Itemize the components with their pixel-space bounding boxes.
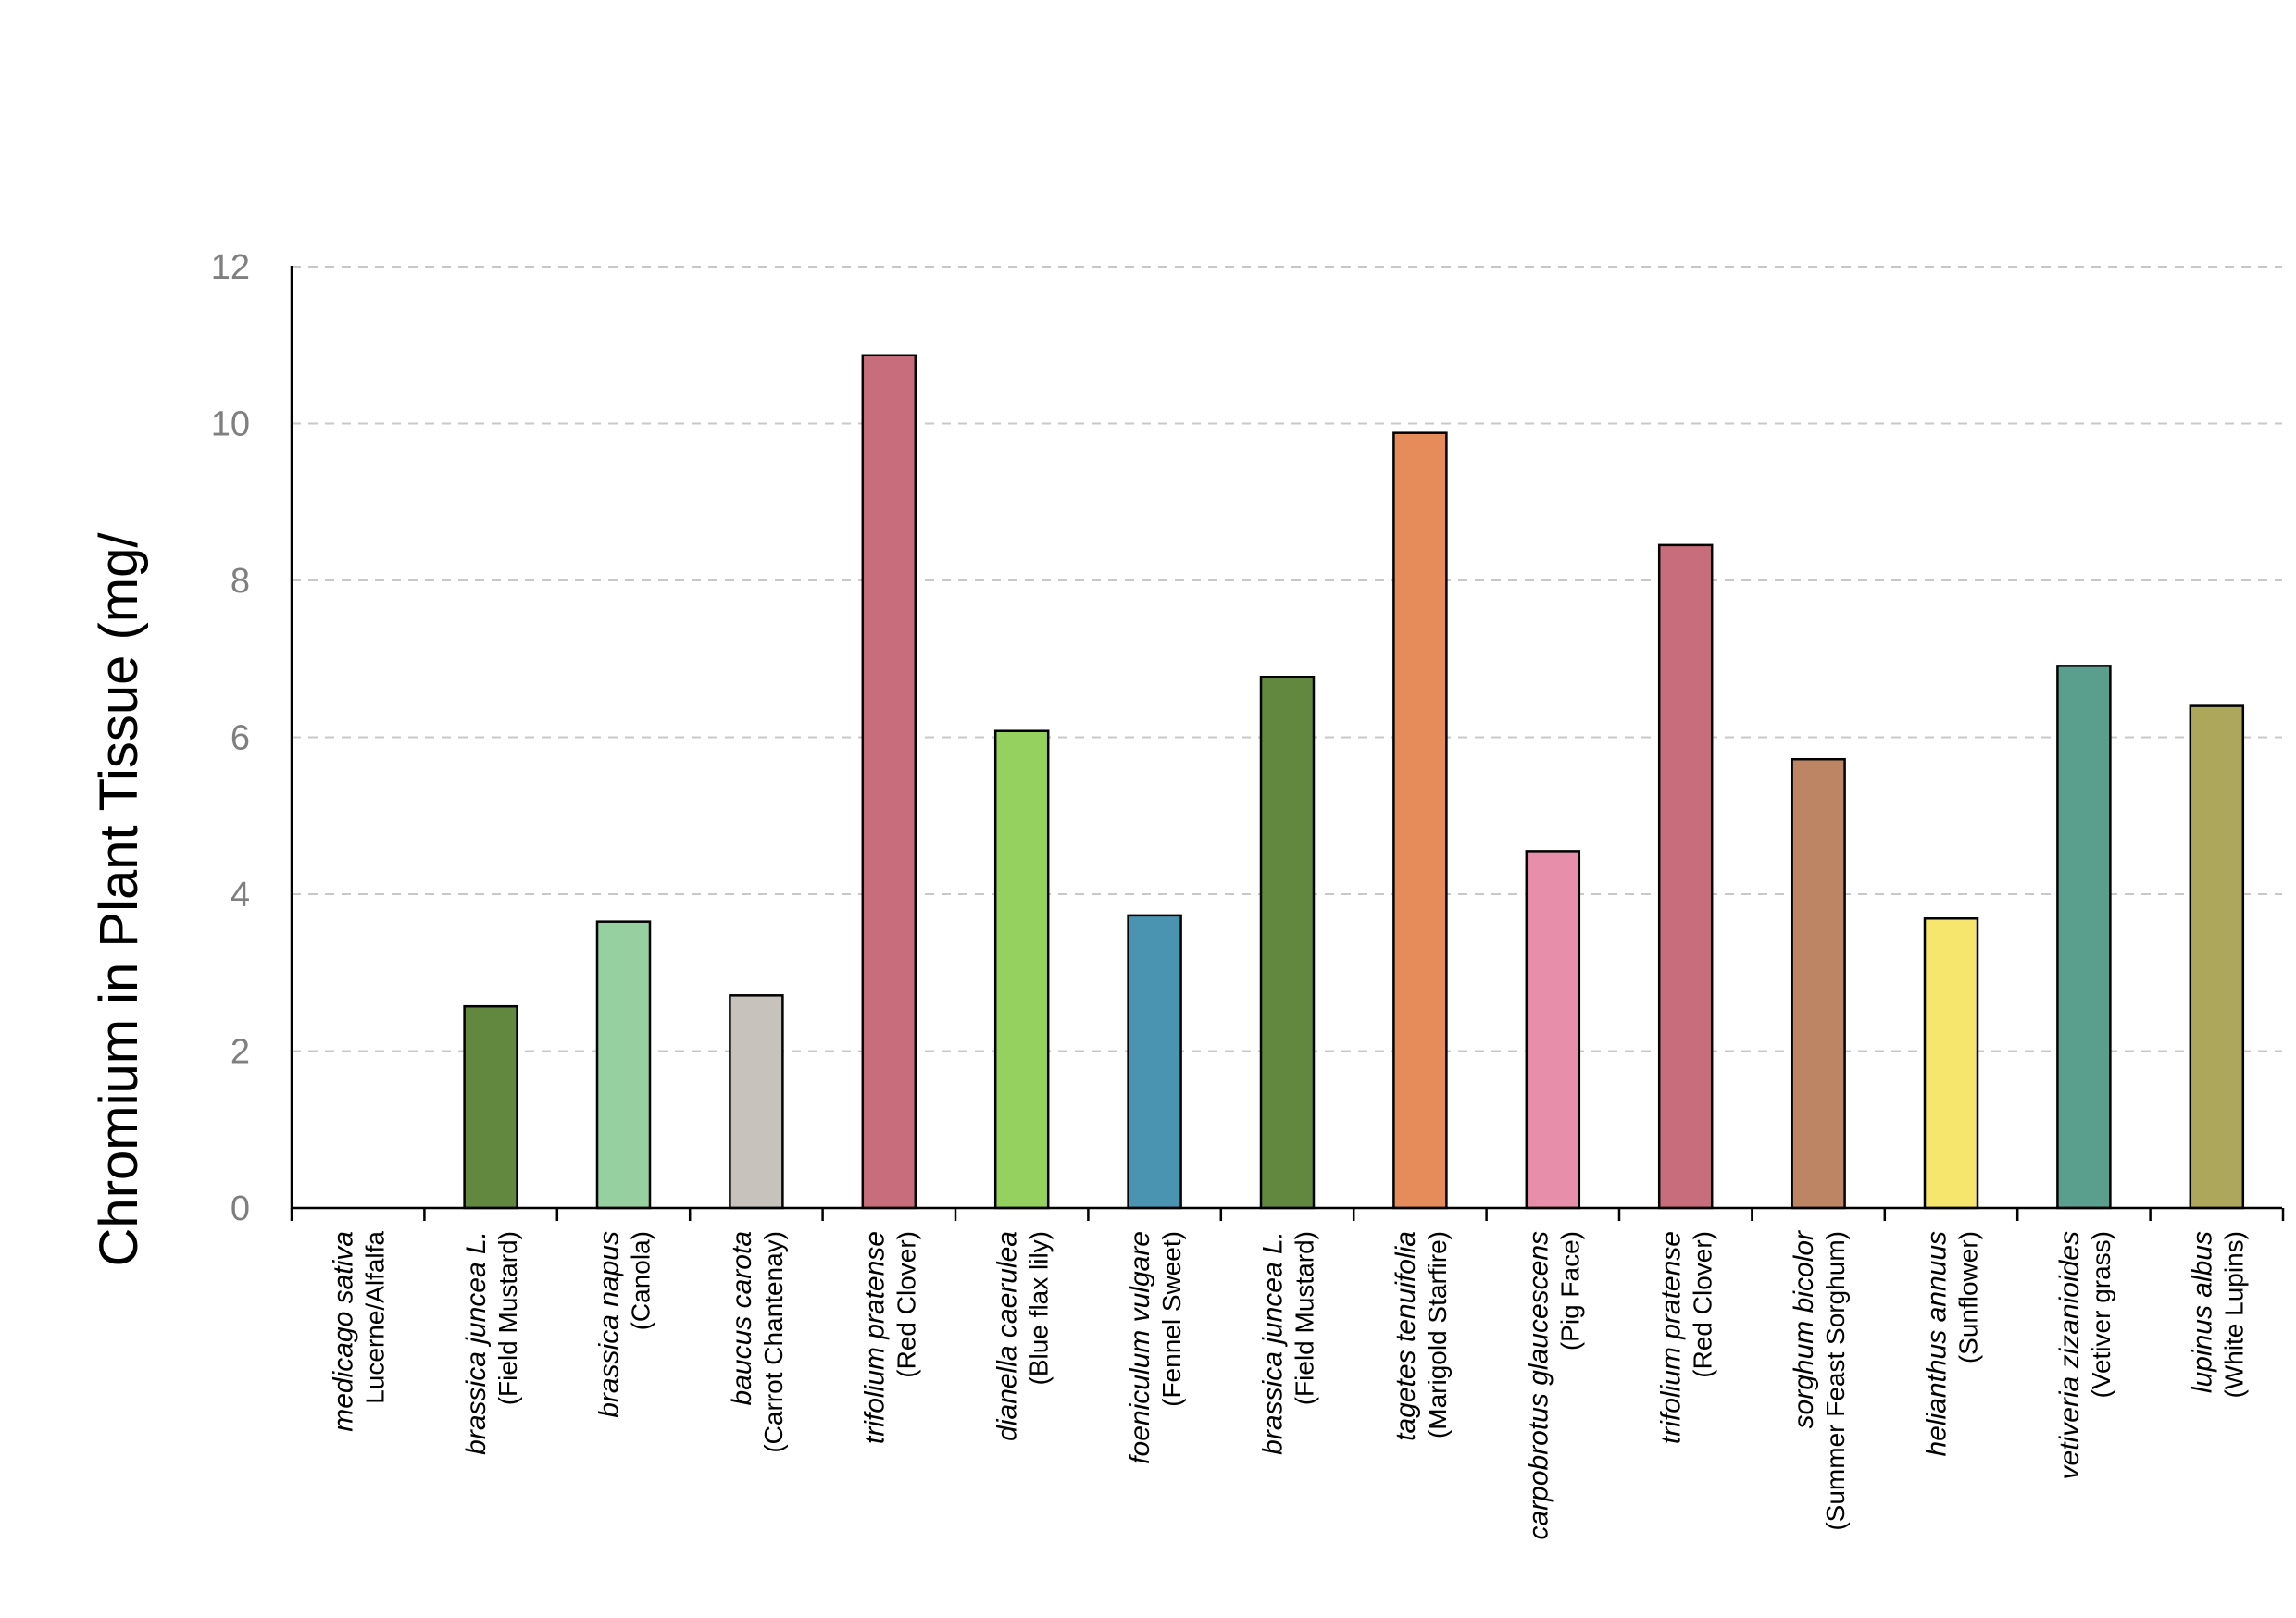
bar xyxy=(1923,917,1979,1210)
category-scientific-name: medicago sativa xyxy=(329,1231,359,1432)
x-category-label: trifolium pratense (Red Clover) xyxy=(1656,1231,1717,1444)
category-common-name: (Summer Feast Sorghum) xyxy=(1821,1231,1850,1531)
x-category-label: tagetes tenuifolia (Marigold Starfire) xyxy=(1391,1231,1452,1441)
category-scientific-name: dianella caerulea xyxy=(992,1231,1023,1441)
x-category-label: trifolium pratense (Red Clover) xyxy=(859,1231,920,1444)
category-scientific-name: baucus carota xyxy=(727,1231,757,1405)
category-scientific-name: brassica napus xyxy=(594,1231,625,1418)
category-common-name: Lucerne/Alfalfa xyxy=(361,1231,390,1404)
x-category-label: brassica napus (Canola) xyxy=(594,1231,655,1418)
category-scientific-name: brassica juncea L. xyxy=(1258,1231,1289,1455)
category-common-name: (Field Mustard) xyxy=(1291,1231,1319,1405)
category-scientific-name: foeniculum vulgare xyxy=(1125,1231,1155,1464)
category-common-name: (Sunflower) xyxy=(1954,1231,1983,1363)
category-common-name: (Red Clover) xyxy=(1689,1231,1717,1378)
category-common-name: (Marigold Starfire) xyxy=(1423,1231,1452,1438)
category-common-name: (Blue flax lily) xyxy=(1025,1231,1054,1385)
category-scientific-name: carpobrotus glaucescens xyxy=(1523,1231,1554,1540)
y-axis-title: Chromium in Plant Tissue (mg/ xyxy=(89,532,149,1267)
bar xyxy=(463,1004,518,1210)
bar xyxy=(2056,665,2112,1210)
category-common-name: (Canola) xyxy=(627,1231,655,1330)
bar xyxy=(1657,543,1714,1210)
category-common-name: (White Lupins) xyxy=(2219,1231,2248,1399)
x-category-label: dianella caerulea (Blue flax lily) xyxy=(992,1231,1054,1441)
category-scientific-name: tagetes tenuifolia xyxy=(1391,1231,1421,1441)
category-scientific-name: trifolium pratense xyxy=(1656,1231,1687,1444)
category-common-name: (Field Mustard) xyxy=(493,1231,522,1405)
category-common-name: (Fennel Sweet) xyxy=(1157,1231,1186,1407)
x-category-label: brassica juncea L. (Field Mustard) xyxy=(461,1231,522,1455)
x-category-label: helianthus annuus (Sunflower) xyxy=(1922,1231,1983,1457)
x-category-label: brassica juncea L. (Field Mustard) xyxy=(1258,1231,1319,1455)
bar xyxy=(1259,675,1316,1210)
bar xyxy=(1525,850,1581,1210)
y-tick-label: 12 xyxy=(211,248,250,287)
category-scientific-name: sorghum bicolor xyxy=(1789,1230,1819,1428)
bar xyxy=(1392,431,1448,1210)
bar xyxy=(729,994,784,1210)
category-scientific-name: vetiveria zizanioides xyxy=(2054,1231,2085,1479)
bar xyxy=(1127,914,1182,1210)
y-tick-label: 10 xyxy=(211,405,250,444)
category-scientific-name: trifolium pratense xyxy=(859,1231,890,1444)
bar xyxy=(1791,757,1846,1210)
category-scientific-name: helianthus annuus xyxy=(1922,1231,1953,1457)
y-tick-label: 2 xyxy=(231,1033,250,1072)
category-common-name: (Red Clover) xyxy=(892,1231,920,1378)
x-category-label: baucus carota (Carrot Chantenay) xyxy=(727,1231,788,1453)
x-category-label: lupinus albus (White Lupins) xyxy=(2187,1231,2248,1399)
bar xyxy=(595,920,652,1210)
y-axis-ticks: 0 2 4 6 8 10 12 xyxy=(211,248,250,1228)
bar xyxy=(2189,704,2245,1210)
category-common-name: (Vetiver grass) xyxy=(2087,1231,2115,1399)
category-scientific-name: brassica juncea L. xyxy=(461,1231,492,1455)
bars xyxy=(463,354,2245,1210)
y-tick-label: 4 xyxy=(231,876,250,915)
x-axis-labels: medicago sativa Lucerne/Alfalfa brassica j… xyxy=(329,1230,2249,1540)
x-category-label: carpobrotus glaucescens (Pig Face) xyxy=(1523,1231,1584,1540)
x-category-label: foeniculum vulgare (Fennel Sweet) xyxy=(1125,1231,1186,1464)
y-tick-label: 8 xyxy=(231,562,250,601)
bar xyxy=(993,729,1050,1210)
x-category-label: medicago sativa Lucerne/Alfalfa xyxy=(329,1231,390,1432)
y-tick-label: 0 xyxy=(231,1189,250,1228)
category-common-name: (Carrot Chantenay) xyxy=(759,1231,788,1453)
y-tick-label: 6 xyxy=(231,719,250,758)
x-category-label: sorghum bicolor (Summer Feast Sorghum) xyxy=(1789,1230,1850,1531)
axes xyxy=(290,266,2285,1221)
x-category-label: vetiveria zizanioides (Vetiver grass) xyxy=(2054,1231,2115,1479)
bar xyxy=(861,354,917,1210)
category-common-name: (Pig Face) xyxy=(1555,1231,1584,1350)
category-scientific-name: lupinus albus xyxy=(2187,1231,2217,1393)
